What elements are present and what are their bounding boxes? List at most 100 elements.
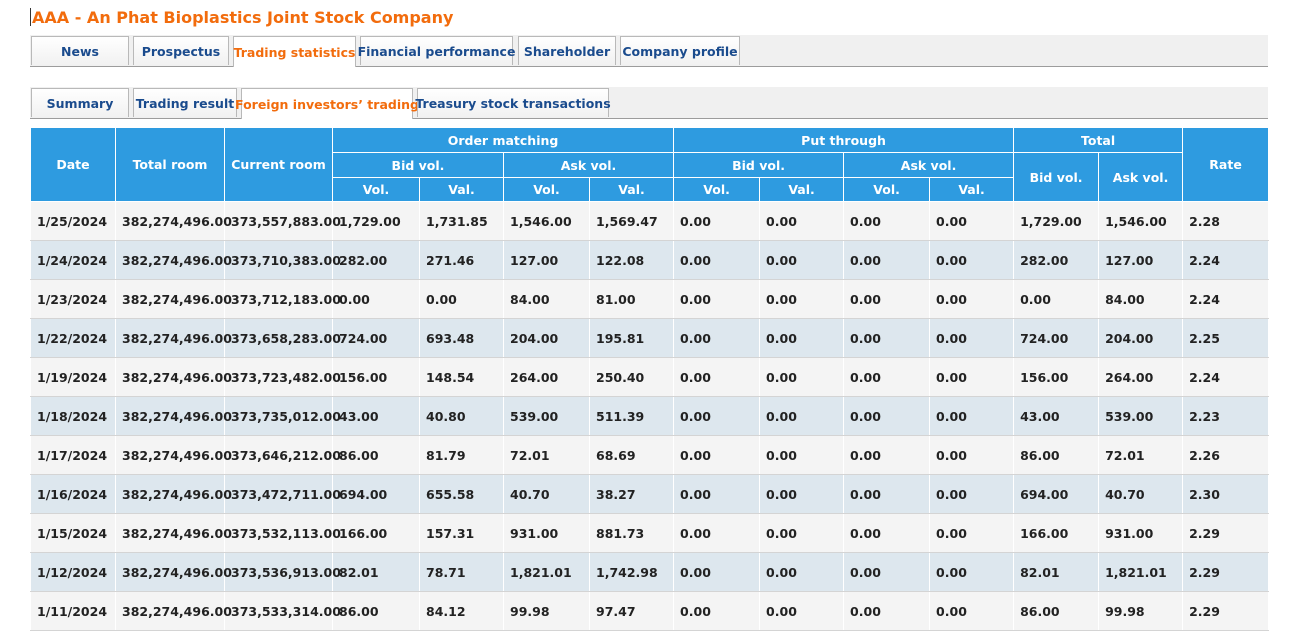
tab-shareholder[interactable]: Shareholder xyxy=(518,36,616,65)
subtab-treasury-stock-transactions[interactable]: Treasury stock transactions xyxy=(415,88,611,117)
table-cell: 0.00 xyxy=(759,357,845,397)
table-cell: 1,821.01 xyxy=(503,552,590,592)
table-cell: 2.25 xyxy=(1182,318,1270,358)
table-cell: 382,274,496.00 xyxy=(115,513,232,553)
table-cell: 1/17/2024 xyxy=(30,435,116,475)
table-cell: 1/15/2024 xyxy=(30,513,116,553)
table-cell: 40.80 xyxy=(419,396,504,436)
table-cell: 1/18/2024 xyxy=(30,396,116,436)
table-cell: 382,274,496.00 xyxy=(115,435,232,475)
table-cell: 0.00 xyxy=(673,591,761,631)
table-cell: 1/24/2024 xyxy=(30,240,116,280)
table-cell: 195.81 xyxy=(588,318,675,358)
table-cell: 84.12 xyxy=(419,591,504,631)
table-cell: 0.00 xyxy=(929,357,1015,397)
table-cell: 694.00 xyxy=(332,474,420,514)
header-total: Total xyxy=(1013,127,1184,153)
table-cell: 40.70 xyxy=(1098,474,1184,514)
header-pt-bid-vol-vol: Vol. xyxy=(673,177,761,202)
tab-news[interactable]: News xyxy=(31,36,129,65)
table-row: 1/15/2024 382,274,496.00 373,532,113.00 166… xyxy=(30,513,1270,553)
table-cell: 373,557,883.00 xyxy=(224,201,341,241)
table-cell: 0.00 xyxy=(759,396,845,436)
table-cell: 382,274,496.00 xyxy=(115,318,232,358)
table-cell: 693.48 xyxy=(419,318,504,358)
tab-trading-statistics[interactable]: Trading statistics xyxy=(233,36,356,67)
header-current-room: Current room xyxy=(224,127,333,202)
table-cell: 204.00 xyxy=(1098,318,1184,358)
table-cell: 373,658,283.00 xyxy=(224,318,341,358)
table-cell: 0.00 xyxy=(419,279,504,319)
table-cell: 0.00 xyxy=(929,240,1015,280)
subtab-foreign-investors-trading[interactable]: Foreign investors’ trading xyxy=(235,88,419,119)
table-cell: 1,569.47 xyxy=(588,201,675,241)
table-cell: 1,546.00 xyxy=(503,201,590,241)
table-cell: 881.73 xyxy=(588,513,675,553)
table-cell: 99.98 xyxy=(503,591,590,631)
table-cell: 204.00 xyxy=(503,318,590,358)
table-cell: 2.30 xyxy=(1182,474,1270,514)
header-total-ask-vol: Ask vol. xyxy=(1098,152,1184,202)
table-cell: 2.23 xyxy=(1182,396,1270,436)
table-cell: 43.00 xyxy=(1013,396,1100,436)
main-tab-bar: News Prospectus Trading statistics Finan… xyxy=(30,35,1268,67)
table-cell: 0.00 xyxy=(673,357,761,397)
table-row: 1/16/2024 382,274,496.00 373,472,711.00 694… xyxy=(30,474,1270,514)
table-cell: 0.00 xyxy=(843,474,931,514)
table-cell: 68.69 xyxy=(588,435,675,475)
table-cell: 0.00 xyxy=(673,240,761,280)
table-cell: 1/11/2024 xyxy=(30,591,116,631)
header-om-ask-vol-val: Val. xyxy=(588,177,675,202)
table-row: 1/22/2024 382,274,496.00 373,658,283.00 724… xyxy=(30,318,1270,358)
table-cell: 0.00 xyxy=(759,279,845,319)
subtab-summary[interactable]: Summary xyxy=(31,88,129,117)
table-cell: 264.00 xyxy=(503,357,590,397)
table-cell: 655.58 xyxy=(419,474,504,514)
table-cell: 86.00 xyxy=(1013,591,1100,631)
table-row: 1/11/2024 382,274,496.00 373,533,314.00 86.… xyxy=(30,591,1270,631)
table-row: 1/23/2024 382,274,496.00 373,712,183.00 0.0… xyxy=(30,279,1270,319)
table-cell: 0.00 xyxy=(673,396,761,436)
table-cell: 157.31 xyxy=(419,513,504,553)
table-cell: 382,274,496.00 xyxy=(115,474,232,514)
tab-prospectus[interactable]: Prospectus xyxy=(133,36,229,65)
table-cell: 0.00 xyxy=(673,279,761,319)
header-pt-ask-vol-val: Val. xyxy=(929,177,1015,202)
table-cell: 539.00 xyxy=(503,396,590,436)
table-cell: 127.00 xyxy=(503,240,590,280)
table-cell: 2.29 xyxy=(1182,591,1270,631)
header-om-ask-vol: Ask vol. xyxy=(502,152,675,178)
table-cell: 0.00 xyxy=(673,318,761,358)
table-cell: 72.01 xyxy=(1098,435,1184,475)
table-cell: 0.00 xyxy=(843,357,931,397)
table-cell: 373,710,383.00 xyxy=(224,240,341,280)
table-cell: 0.00 xyxy=(673,552,761,592)
table-cell: 156.00 xyxy=(1013,357,1100,397)
table-cell: 0.00 xyxy=(759,591,845,631)
table-cell: 1,729.00 xyxy=(332,201,420,241)
tab-company-profile[interactable]: Company profile xyxy=(620,36,740,65)
header-put-through: Put through xyxy=(673,127,1015,153)
table-cell: 0.00 xyxy=(929,591,1015,631)
table-cell: 0.00 xyxy=(1013,279,1100,319)
tab-financial-performance[interactable]: Financial performance xyxy=(358,36,515,65)
table-cell: 72.01 xyxy=(503,435,590,475)
table-cell: 0.00 xyxy=(759,513,845,553)
header-om-ask-vol-vol: Vol. xyxy=(503,177,590,202)
table-cell: 250.40 xyxy=(588,357,675,397)
table-cell: 694.00 xyxy=(1013,474,1100,514)
table-cell: 0.00 xyxy=(673,474,761,514)
table-cell: 0.00 xyxy=(332,279,420,319)
table-cell: 2.29 xyxy=(1182,513,1270,553)
table-row: 1/18/2024 382,274,496.00 373,735,012.00 43.… xyxy=(30,396,1270,436)
table-cell: 511.39 xyxy=(588,396,675,436)
table-cell: 166.00 xyxy=(332,513,420,553)
header-om-bid-vol-vol: Vol. xyxy=(332,177,420,202)
table-cell: 931.00 xyxy=(503,513,590,553)
table-cell: 373,712,183.00 xyxy=(224,279,341,319)
subtab-trading-result[interactable]: Trading result xyxy=(133,88,237,117)
table-cell: 0.00 xyxy=(843,435,931,475)
table-cell: 1/16/2024 xyxy=(30,474,116,514)
table-cell: 82.01 xyxy=(332,552,420,592)
header-om-bid-vol: Bid vol. xyxy=(332,152,504,178)
